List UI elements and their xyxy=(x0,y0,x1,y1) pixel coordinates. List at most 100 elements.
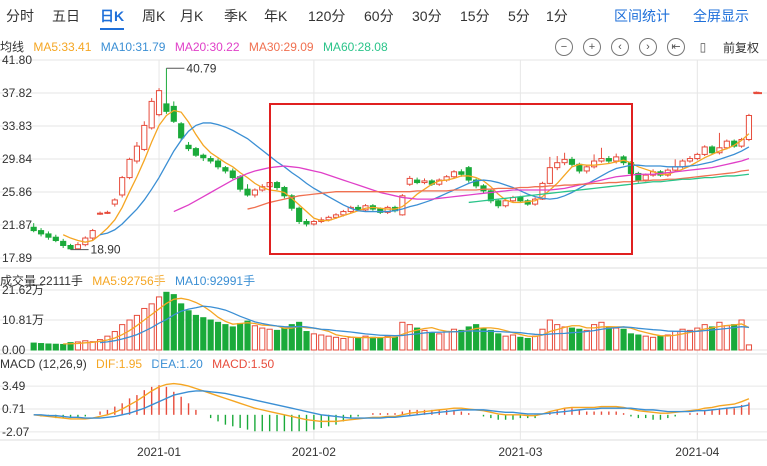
candle xyxy=(495,199,502,209)
tab-4[interactable]: 月K xyxy=(180,8,204,24)
volume-bar xyxy=(561,326,568,351)
macd-dif-line xyxy=(33,382,750,423)
candle-body xyxy=(155,90,163,116)
candle-body xyxy=(214,160,222,168)
candle-body xyxy=(502,200,509,207)
candle xyxy=(708,145,716,155)
macd-dea-line xyxy=(33,390,750,419)
tab-10[interactable]: 15分 xyxy=(460,8,490,24)
candle xyxy=(465,165,472,183)
volume-bar xyxy=(443,331,450,351)
chevron-right-icon[interactable]: › xyxy=(638,38,657,56)
volume-ma5-line xyxy=(63,297,750,345)
candle-body xyxy=(133,145,140,162)
tab-3[interactable]: 周K xyxy=(142,8,166,24)
ma10-value: MA10:31.79 xyxy=(100,40,166,54)
candle xyxy=(45,231,52,240)
tab-9[interactable]: 30分 xyxy=(412,8,442,24)
tab-11[interactable]: 5分 xyxy=(508,8,530,24)
volume-bar xyxy=(74,341,82,351)
plus-icon[interactable]: + xyxy=(582,38,601,56)
volume-bar xyxy=(273,329,281,351)
volume-legend: 成交量 22111手 MA5:92756手 MA10:92991手 xyxy=(0,272,261,289)
candle xyxy=(148,98,155,130)
chart-toolbar: − + ‹ › ⇤ ▯ 前复权 xyxy=(554,38,759,56)
tab-12[interactable]: 1分 xyxy=(546,8,568,24)
macd-tick-label: 3.49 xyxy=(2,379,26,393)
volume-bar xyxy=(296,321,303,351)
lock-icon[interactable]: ▯ xyxy=(699,40,707,54)
volume-bar xyxy=(576,328,583,351)
candle xyxy=(178,122,185,141)
candle xyxy=(745,113,753,142)
tab-0[interactable]: 分时 xyxy=(6,8,34,24)
candle xyxy=(487,189,494,204)
volume-bar xyxy=(37,343,45,351)
candle-body xyxy=(89,230,96,239)
macd-legend: MACD (12,26,9) DIF:1.95 DEA:1.20 MACD:1.… xyxy=(0,357,280,371)
candle-body xyxy=(450,171,458,178)
volume-bar xyxy=(96,339,104,351)
candle-body xyxy=(355,206,362,211)
candle-body xyxy=(273,182,281,189)
candle-body xyxy=(178,123,185,139)
volume-bar xyxy=(635,334,642,351)
candle xyxy=(60,238,67,248)
volume-bar xyxy=(627,333,635,351)
candle-body xyxy=(465,167,472,181)
candle xyxy=(473,178,480,189)
candle xyxy=(74,242,82,250)
candle xyxy=(222,165,229,174)
volume-bar xyxy=(251,325,258,351)
price-tick-label: 37.82 xyxy=(2,86,32,100)
tab-2[interactable]: 日K xyxy=(100,8,125,30)
volume-bar xyxy=(686,329,694,351)
candle xyxy=(185,141,192,152)
candle-body xyxy=(126,158,133,179)
candle xyxy=(207,156,214,164)
volume-bar xyxy=(465,326,472,351)
chevron-left-icon[interactable]: ‹ xyxy=(610,38,629,56)
volume-tick-label: 0.00 xyxy=(2,343,26,357)
tab-5[interactable]: 季K xyxy=(224,8,248,24)
candle-body xyxy=(480,185,487,192)
interval-stats-button[interactable]: 区间统计 xyxy=(614,8,670,24)
fullscreen-button[interactable]: 全屏显示 xyxy=(693,8,749,24)
volume-bar xyxy=(517,336,524,351)
candle-body xyxy=(30,226,37,232)
candle xyxy=(273,180,281,191)
tab-1[interactable]: 五日 xyxy=(52,8,80,24)
candle-body xyxy=(377,208,384,213)
tab-7[interactable]: 120分 xyxy=(308,8,346,24)
volume-bar xyxy=(694,327,701,351)
tab-6[interactable]: 年K xyxy=(264,8,288,24)
volume-bar xyxy=(141,307,148,351)
volume-bar xyxy=(568,327,576,351)
volume-bar xyxy=(237,322,244,351)
candle-body xyxy=(37,230,45,235)
minus-icon[interactable]: − xyxy=(554,38,573,56)
candle xyxy=(406,175,413,186)
tab-8[interactable]: 60分 xyxy=(364,8,394,24)
volume-bar xyxy=(377,337,384,351)
volume-bar xyxy=(347,336,354,351)
candle-body xyxy=(67,244,74,250)
candle-body xyxy=(613,156,620,162)
candle-body xyxy=(296,207,303,222)
price-tick-label: 33.83 xyxy=(2,119,32,133)
candle xyxy=(561,152,568,166)
candle-body xyxy=(708,146,716,154)
candle-body xyxy=(340,211,347,216)
price-tick-label: 17.89 xyxy=(2,251,32,265)
min-price-label: 18.90 xyxy=(91,243,121,257)
volume-bar xyxy=(650,336,657,351)
volume-bar xyxy=(310,333,317,351)
x-axis-label: 2021-02 xyxy=(292,445,336,459)
volume-bar xyxy=(701,324,708,351)
reset-icon[interactable]: ⇤ xyxy=(666,38,685,56)
dif-value: DIF:1.95 xyxy=(96,357,143,371)
fuquan-selector[interactable]: 前复权 xyxy=(722,40,759,55)
candle-body xyxy=(119,177,126,196)
volume-bar xyxy=(303,331,310,351)
